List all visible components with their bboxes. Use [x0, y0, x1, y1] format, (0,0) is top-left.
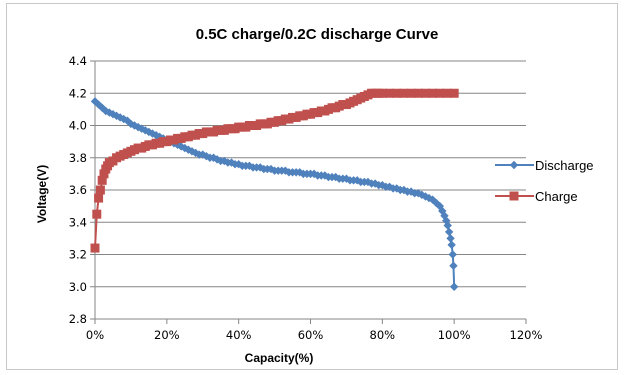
charge-series — [90, 88, 459, 253]
discharge-point — [399, 185, 409, 195]
legend-label-discharge: Discharge — [535, 158, 594, 173]
discharge-point — [446, 234, 455, 243]
y-tick-label: 3.6 — [69, 183, 87, 197]
charge-point — [95, 185, 105, 195]
charge-point — [413, 88, 423, 98]
y-tick-label: 4.0 — [69, 119, 87, 133]
chart-title: 0.5C charge/0.2C discharge Curve — [196, 26, 439, 43]
discharge-point — [449, 261, 458, 270]
charge-point — [92, 209, 102, 219]
discharge-point — [112, 111, 121, 121]
discharge-point — [105, 108, 114, 117]
discharge-series — [90, 97, 459, 291]
discharge-point — [448, 250, 457, 259]
y-axis-label: Voltage(V) — [35, 165, 49, 223]
legend-label-charge: Charge — [535, 189, 578, 204]
y-tick-label: 3.4 — [69, 215, 87, 229]
x-tick-label: 80% — [370, 328, 396, 342]
discharge-point — [119, 114, 128, 124]
charge-point — [435, 88, 445, 98]
y-tick-label: 3.0 — [69, 280, 87, 294]
x-tick-label: 100% — [438, 328, 471, 342]
voltage-capacity-chart: 0.5C charge/0.2C discharge Curve 0% 20% 40… — [35, 26, 594, 365]
x-tick-label: 20% — [154, 328, 180, 342]
legend-item-discharge: Discharge — [495, 158, 594, 173]
charge-point — [377, 88, 387, 98]
charge-point — [406, 88, 416, 98]
discharge-point — [435, 201, 444, 211]
discharge-point — [424, 193, 434, 203]
discharge-point — [227, 158, 236, 167]
charge-point — [99, 169, 109, 179]
charge-point — [97, 175, 107, 185]
discharge-point — [447, 240, 456, 250]
series-layer — [90, 88, 459, 291]
y-tick-label: 3.8 — [69, 151, 87, 165]
charge-point — [449, 88, 459, 98]
charge-point — [399, 88, 409, 98]
charge-point — [90, 243, 100, 253]
axes — [90, 60, 527, 324]
x-axis-label: Capacity(%) — [245, 351, 314, 365]
legend: Discharge Charge — [495, 158, 594, 204]
discharge-point — [94, 100, 103, 109]
discharge-point — [444, 227, 454, 237]
legend-marker-discharge — [509, 160, 519, 170]
charge-point — [392, 88, 402, 98]
discharge-point — [184, 145, 193, 154]
y-tick-label: 4.2 — [69, 86, 87, 100]
discharge-point — [198, 150, 207, 159]
discharge-point — [443, 221, 452, 230]
x-tick-label: 60% — [298, 328, 324, 342]
x-tick-label: 0% — [86, 328, 104, 342]
y-tick-label: 2.8 — [69, 312, 87, 326]
y-tick-label: 4.4 — [69, 54, 87, 68]
x-tick-labels: 0% 20% 40% 60% 80% 100% 120% — [86, 328, 543, 342]
y-tick-label: 3.2 — [69, 248, 87, 262]
discharge-point — [449, 282, 459, 291]
y-tick-labels: 2.8 3.0 3.2 3.4 3.6 3.8 4.0 4.2 4.4 — [69, 54, 87, 326]
discharge-point — [97, 103, 107, 112]
x-tick-label: 40% — [226, 328, 252, 342]
charge-point — [94, 193, 104, 203]
charge-point — [428, 88, 438, 98]
grid-lines — [95, 60, 526, 320]
x-tick-label: 120% — [510, 328, 543, 342]
charge-point — [442, 88, 452, 98]
charge-point — [420, 88, 430, 98]
legend-item-charge: Charge — [495, 189, 578, 204]
discharge-point — [209, 153, 218, 162]
chart-area: 0.5C charge/0.2C discharge Curve 0% 20% 40… — [6, 3, 618, 370]
charge-point — [385, 88, 395, 98]
legend-marker-charge — [509, 191, 519, 201]
